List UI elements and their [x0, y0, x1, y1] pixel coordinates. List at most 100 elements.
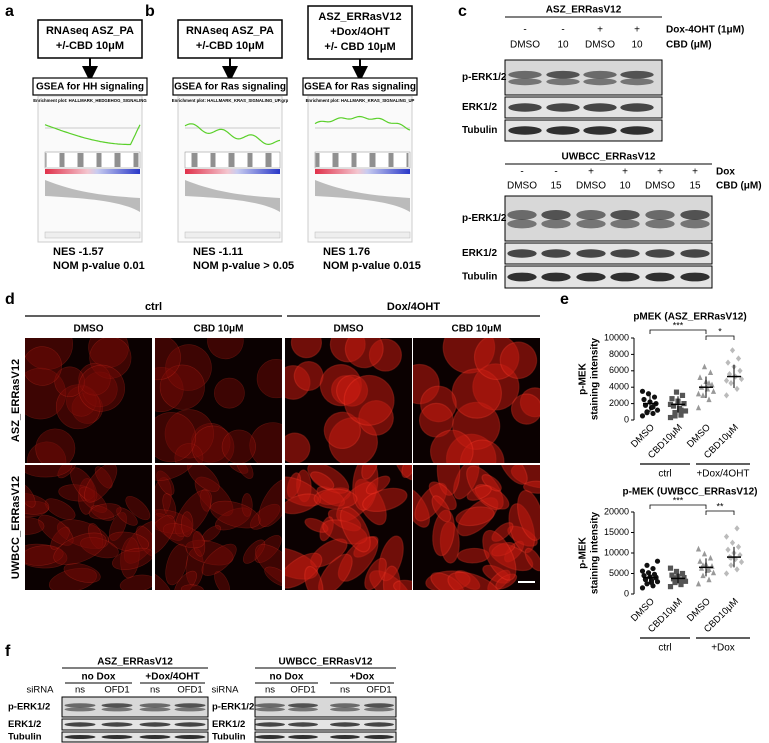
band [288, 703, 318, 708]
band [64, 722, 96, 727]
cell [164, 409, 214, 459]
point [723, 570, 730, 577]
point [729, 347, 736, 354]
point [678, 412, 684, 418]
cell [107, 531, 150, 552]
point [641, 396, 647, 403]
cell [264, 566, 282, 587]
blot-strip [254, 696, 397, 718]
box-text: +/-CBD 10μM [56, 40, 124, 52]
blot-strip [504, 242, 713, 265]
band [174, 735, 206, 739]
blot-title: UWBCC_ERRasV12 [279, 657, 373, 668]
chart-title: p-MEK (UWBCC_ERRasV12) [622, 487, 757, 498]
band [507, 249, 537, 258]
y-tick-label: 6000 [609, 365, 629, 375]
point [682, 578, 689, 584]
point [701, 363, 708, 370]
significance: *** [673, 320, 684, 330]
band [576, 249, 606, 258]
cell [89, 338, 132, 379]
band [645, 209, 675, 220]
band [255, 722, 285, 727]
cell [499, 341, 538, 380]
point [735, 543, 742, 550]
group-label: ctrl [658, 643, 671, 654]
lane-label: OFD1 [366, 685, 391, 696]
lane-label: DMSO [510, 40, 540, 51]
band [541, 219, 571, 229]
cell [155, 465, 195, 481]
band [64, 707, 96, 712]
point [654, 407, 661, 413]
rank-bar [315, 169, 410, 174]
point [710, 569, 717, 576]
row-label: ASZ_ERRasV12 [10, 359, 22, 442]
band [255, 735, 285, 739]
cell [56, 519, 109, 549]
cells [25, 465, 152, 590]
point [650, 404, 656, 410]
cell [25, 500, 49, 518]
cell [123, 521, 152, 564]
blot-strip [61, 696, 209, 718]
cell [155, 570, 173, 590]
cell [50, 526, 70, 550]
point [667, 414, 674, 421]
cells [285, 465, 412, 590]
cells [155, 465, 282, 590]
cell [221, 429, 256, 463]
stat-text: NES -1.57 [53, 246, 104, 258]
cell [254, 534, 282, 564]
cell [174, 489, 212, 537]
treatment-label: ctrl [145, 301, 162, 313]
band [680, 219, 710, 229]
lane-label: + [588, 167, 594, 178]
point [723, 377, 730, 384]
band-label: ERK1/2 [462, 248, 497, 259]
cell [174, 570, 197, 590]
point [639, 568, 646, 574]
box-text: +/- CBD 10μM [324, 41, 395, 53]
blot-strip [504, 195, 713, 242]
condition-label: Dox [716, 167, 735, 178]
micrograph [25, 465, 152, 590]
point [737, 367, 743, 374]
band [330, 735, 360, 739]
point [669, 572, 675, 578]
band [174, 707, 206, 712]
gsea-heading: GSEA for Ras signaling [174, 82, 286, 93]
stat-text: NES -1.11 [193, 246, 243, 258]
point [734, 385, 740, 392]
band-label: ERK1/2 [212, 719, 245, 730]
point [681, 575, 687, 581]
cell [499, 465, 528, 485]
heading-box [32, 77, 148, 96]
plot-title: Enrichment plot: HALLMARK_KRAS_SIGNALING… [172, 98, 289, 103]
cell [155, 477, 172, 518]
band [620, 126, 654, 135]
cell [365, 475, 391, 495]
cell [201, 525, 221, 543]
band [139, 735, 171, 739]
cell [78, 477, 96, 515]
band [680, 209, 710, 220]
cell [155, 412, 196, 463]
point [725, 359, 731, 366]
stat-text: NOM p-value > 0.05 [193, 260, 294, 272]
point [678, 581, 684, 588]
point [678, 407, 684, 413]
cell [155, 513, 184, 541]
cell [66, 386, 97, 417]
point [650, 565, 656, 572]
hits-frame [314, 151, 411, 169]
cell [181, 511, 194, 538]
band [288, 735, 318, 739]
band [174, 722, 206, 727]
cell [207, 338, 244, 360]
cell [242, 539, 266, 564]
cell [38, 514, 74, 546]
gsea-heading: GSEA for HH signaling [36, 82, 144, 93]
point [695, 545, 702, 552]
legend-strip [44, 231, 141, 239]
